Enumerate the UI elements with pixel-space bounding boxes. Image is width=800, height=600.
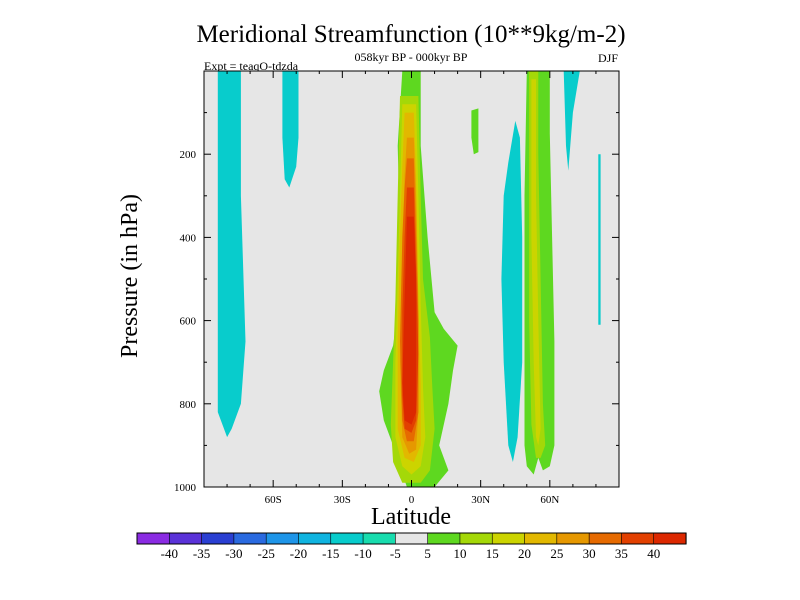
left-subtitle: Expt = teaqO-tdzda [204,59,299,73]
x-ticks: 60S 30S 0 30N 60N [226,71,597,506]
colorbar-swatch [395,532,429,545]
colorbar-label: -20 [290,546,307,561]
contour-region-sh-polar-cell [217,71,246,438]
contour-region-sh-midlat-strip [282,71,299,188]
contour-region-nh-jet-15 [531,79,541,446]
colorbar-swatch [136,532,170,545]
colorbar-swatch [459,532,493,545]
colorbar-label: -25 [258,546,275,561]
colorbar-swatch [233,532,267,545]
x-tick-label: 60S [265,494,282,506]
x-axis-label: Latitude [371,504,451,530]
colorbar-swatch [265,532,300,545]
colorbar-swatch [588,532,623,545]
colorbar-label: 35 [615,546,628,561]
plot-area: 60S 30S 0 30N 60N 200 400 600 800 1000 [174,70,620,506]
colorbar-swatch [491,532,526,545]
colorbar-label: 40 [647,546,660,561]
y-tick-label: 800 [180,399,197,411]
colorbar-label: -35 [193,546,210,561]
x-tick-label: 30N [471,494,490,506]
right-subtitle: DJF [598,51,618,65]
y-tick-label: 400 [180,232,197,244]
contour-region-nh-midlat-negative [501,120,523,463]
contour-layer [217,71,601,487]
colorbar-swatch [330,532,364,545]
contour-region-nh-highlat-line [598,154,601,325]
colorbar-swatch [298,532,332,545]
colorbar-swatch [427,532,461,545]
x-tick-label: 60N [540,494,559,506]
colorbar-label: 10 [453,546,466,561]
center-subtitle: 058kyr BP - 000kyr BP [355,50,468,64]
y-ticks: 200 400 600 800 1000 [174,112,619,494]
colorbar-swatch [524,532,558,545]
colorbar-frame [136,532,687,545]
y-tick-label: 1000 [174,482,197,494]
y-tick-label: 600 [180,316,197,328]
colorbar-swatch [653,532,687,545]
colorbar-label: -30 [225,546,242,561]
colorbar-swatch [362,532,396,545]
y-tick-label: 200 [180,149,197,161]
colorbar-label: 20 [518,546,531,561]
contour-region-nh-isolated-blob [471,108,479,155]
y-axis-label: Pressure (in hPa) [117,194,143,358]
colorbar-swatch [201,532,235,545]
colorbar-label: 30 [583,546,596,561]
colorbar-swatch [621,532,655,545]
x-tick-label: 30S [334,494,351,506]
colorbar-label: -40 [161,546,178,561]
colorbar-label: 5 [424,546,431,561]
colorbar-label: -5 [390,546,401,561]
colorbar: -40 -35 -30 -25 -20 -15 -10 -5 5 10 15 20 25 30 35 40 [136,532,687,561]
x-tick-label: 0 [409,494,415,506]
contour-region-equator-40 [402,216,417,425]
colorbar-swatch [556,532,590,545]
colorbar-swatch [168,532,203,545]
colorbar-label: -10 [354,546,371,561]
colorbar-label: -15 [322,546,339,561]
chart-title: Meridional Streamfunction (10**9kg/m-2) [196,21,625,48]
colorbar-label: 15 [486,546,499,561]
colorbar-label: 25 [550,546,563,561]
contour-region-nh-highlat-negative [563,71,580,171]
